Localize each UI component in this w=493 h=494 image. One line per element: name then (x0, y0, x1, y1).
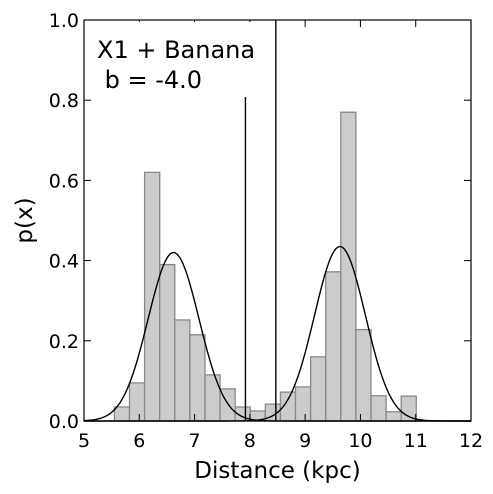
x-tick-label-5: 10 (348, 430, 372, 452)
y-tick-label-0: 0.0 (49, 411, 79, 433)
histogram-bar-5 (189, 334, 206, 422)
histogram-bars (113, 111, 417, 422)
x-axis-ticks: 5 6 7 8 9 10 11 12 (78, 20, 483, 452)
histogram-bar-14 (325, 271, 342, 422)
histogram-bar-15 (340, 111, 357, 422)
x-tick-label-2: 7 (189, 430, 201, 452)
x-axis-label: Distance (kpc) (194, 458, 360, 484)
y-axis-label: p(x) (12, 197, 38, 243)
histogram-bar-4 (174, 319, 191, 422)
histogram-bar-2 (143, 171, 161, 422)
vertical-markers (244, 20, 277, 421)
y-tick-label-1: 0.2 (49, 331, 79, 353)
y-tick-label-5: 1.0 (49, 10, 79, 32)
annotation-background (86, 22, 272, 96)
histogram-bar-6 (204, 374, 221, 422)
histogram-bar-17 (370, 395, 387, 422)
histogram-bar-0 (113, 406, 131, 422)
histogram-bar-13 (309, 356, 327, 422)
histogram-bar-19 (400, 395, 417, 422)
y-tick-label-4: 0.8 (49, 90, 79, 112)
x-tick-label-1: 6 (133, 430, 145, 452)
y-tick-label-3: 0.6 (49, 170, 79, 192)
y-axis-ticks: 0.0 0.2 0.4 0.6 0.8 1.0 (49, 10, 471, 433)
y-tick-label-2: 0.4 (49, 251, 79, 273)
plot-frame (83, 19, 472, 422)
histogram-bar-3 (159, 263, 176, 422)
x-tick-label-6: 11 (404, 430, 428, 452)
annotation-line-2: b = -4.0 (97, 66, 202, 94)
x-tick-label-0: 5 (78, 430, 90, 452)
x-tick-label-7: 12 (459, 430, 483, 452)
histogram-bar-18 (385, 411, 402, 422)
x-tick-label-3: 8 (244, 430, 256, 452)
histogram-bar-12 (294, 386, 312, 422)
histogram-bar-16 (355, 328, 372, 422)
annotation-line-1: X1 + Banana (97, 36, 255, 64)
annotation-box: X1 + Banana b = -4.0 (86, 22, 272, 96)
histogram-bar-1 (128, 382, 146, 422)
x-tick-label-4: 9 (299, 430, 311, 452)
